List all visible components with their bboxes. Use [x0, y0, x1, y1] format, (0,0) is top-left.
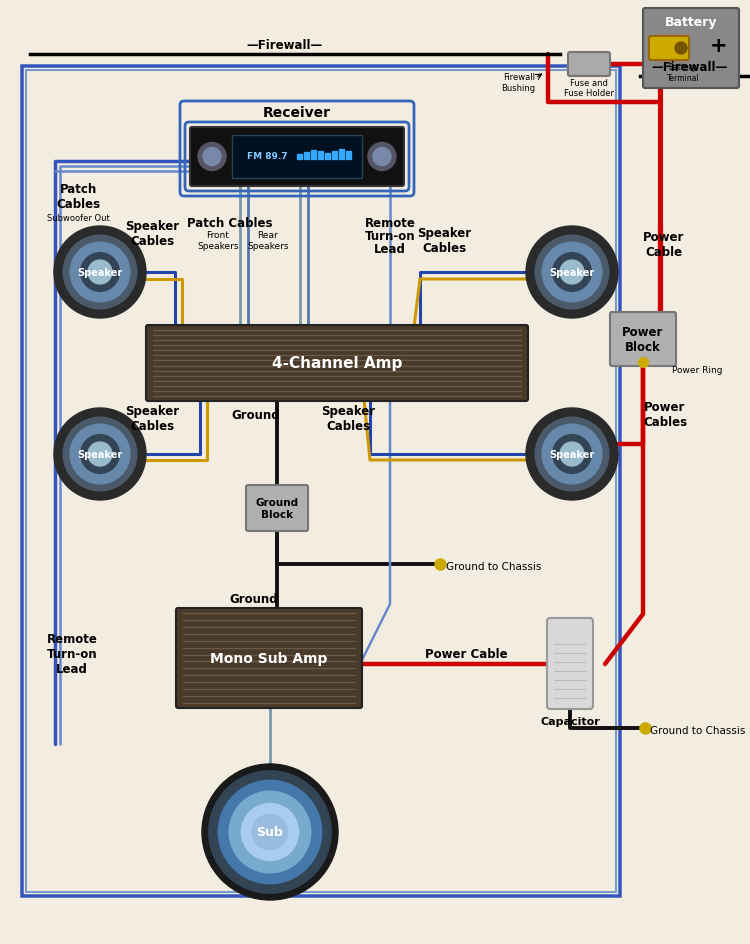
Circle shape [88, 443, 112, 466]
Text: Remote: Remote [364, 217, 416, 229]
Text: Mono Sub Amp: Mono Sub Amp [210, 651, 328, 666]
Text: Power Ring: Power Ring [672, 366, 722, 375]
Circle shape [70, 425, 130, 484]
Text: Front: Front [206, 230, 230, 240]
Circle shape [553, 435, 591, 474]
Text: Capacitor: Capacitor [540, 716, 600, 726]
Text: Speaker
Cables: Speaker Cables [125, 220, 179, 247]
Text: Patch Cables: Patch Cables [188, 217, 273, 229]
FancyBboxPatch shape [649, 37, 689, 61]
Circle shape [54, 409, 146, 500]
Text: Ground to Chassis: Ground to Chassis [650, 725, 746, 735]
Text: Speaker: Speaker [549, 268, 595, 278]
Bar [325, 153, 330, 160]
Text: Ground: Ground [232, 409, 280, 422]
Circle shape [203, 148, 221, 166]
Bar [304, 152, 309, 160]
Circle shape [536, 418, 609, 491]
Text: —Firewall—: —Firewall— [652, 61, 728, 74]
Text: Power
Cable: Power Cable [644, 230, 685, 259]
Circle shape [526, 227, 618, 319]
Text: Battery
Terminal: Battery Terminal [667, 63, 699, 83]
Circle shape [252, 815, 288, 850]
Text: FM 89.7: FM 89.7 [247, 152, 287, 160]
Circle shape [373, 148, 391, 166]
Bar [297, 154, 302, 160]
Circle shape [88, 261, 112, 285]
FancyBboxPatch shape [190, 127, 404, 187]
Text: 4-Channel Amp: 4-Channel Amp [272, 356, 402, 371]
Circle shape [198, 143, 226, 171]
Circle shape [54, 227, 146, 319]
Circle shape [553, 253, 591, 292]
Text: Speakers: Speakers [248, 242, 289, 251]
Text: Sub: Sub [256, 826, 284, 838]
Text: +: + [710, 36, 728, 56]
Text: Speaker
Cables: Speaker Cables [321, 405, 375, 432]
Circle shape [218, 781, 322, 884]
Circle shape [675, 43, 687, 55]
Text: Speaker: Speaker [77, 268, 123, 278]
FancyBboxPatch shape [246, 485, 308, 531]
Text: Speaker: Speaker [77, 449, 123, 460]
Circle shape [63, 236, 136, 310]
FancyBboxPatch shape [547, 618, 593, 709]
Bar [346, 151, 351, 160]
Text: Subwoofer Out: Subwoofer Out [46, 214, 110, 224]
Text: Remote
Turn-on
Lead: Remote Turn-on Lead [46, 632, 98, 676]
Text: Power
Block: Power Block [622, 326, 664, 354]
Bar [332, 151, 337, 160]
FancyBboxPatch shape [568, 53, 610, 76]
Circle shape [542, 425, 602, 484]
Text: Turn-on: Turn-on [364, 229, 416, 243]
Circle shape [560, 443, 584, 466]
Bar [232, 136, 362, 178]
Text: Ground: Ground [230, 593, 278, 605]
Text: Ground to Chassis: Ground to Chassis [446, 562, 542, 571]
Text: Patch
Cables: Patch Cables [56, 183, 100, 211]
Circle shape [202, 765, 338, 900]
Circle shape [560, 261, 584, 285]
FancyBboxPatch shape [146, 326, 528, 401]
Text: Fuse and
Fuse Holder: Fuse and Fuse Holder [564, 79, 614, 98]
Text: Battery: Battery [664, 16, 717, 29]
Text: Ground
Block: Ground Block [256, 497, 298, 519]
Circle shape [542, 243, 602, 303]
FancyBboxPatch shape [643, 9, 739, 89]
Circle shape [70, 243, 130, 303]
Text: Speaker
Cables: Speaker Cables [417, 227, 471, 255]
Circle shape [242, 803, 298, 861]
Circle shape [536, 236, 609, 310]
Bar [311, 150, 316, 160]
Text: Power Cable: Power Cable [425, 648, 508, 661]
Text: Power
Cables: Power Cables [643, 400, 687, 429]
Circle shape [209, 771, 332, 893]
Circle shape [368, 143, 396, 171]
Text: —Firewall—: —Firewall— [247, 39, 323, 52]
Bar [339, 149, 344, 160]
Text: Firewall
Bushing: Firewall Bushing [501, 74, 535, 93]
Circle shape [526, 409, 618, 500]
Text: Rear: Rear [257, 230, 278, 240]
Text: Speaker: Speaker [549, 449, 595, 460]
FancyBboxPatch shape [610, 312, 676, 366]
Circle shape [81, 435, 119, 474]
Text: Receiver: Receiver [263, 106, 331, 120]
Text: Lead: Lead [374, 243, 406, 256]
Bar [318, 151, 323, 160]
FancyBboxPatch shape [176, 608, 362, 708]
Text: Speakers: Speakers [197, 242, 238, 251]
Text: Speaker
Cables: Speaker Cables [125, 405, 179, 432]
Circle shape [230, 791, 310, 873]
Circle shape [81, 253, 119, 292]
Circle shape [63, 418, 136, 491]
